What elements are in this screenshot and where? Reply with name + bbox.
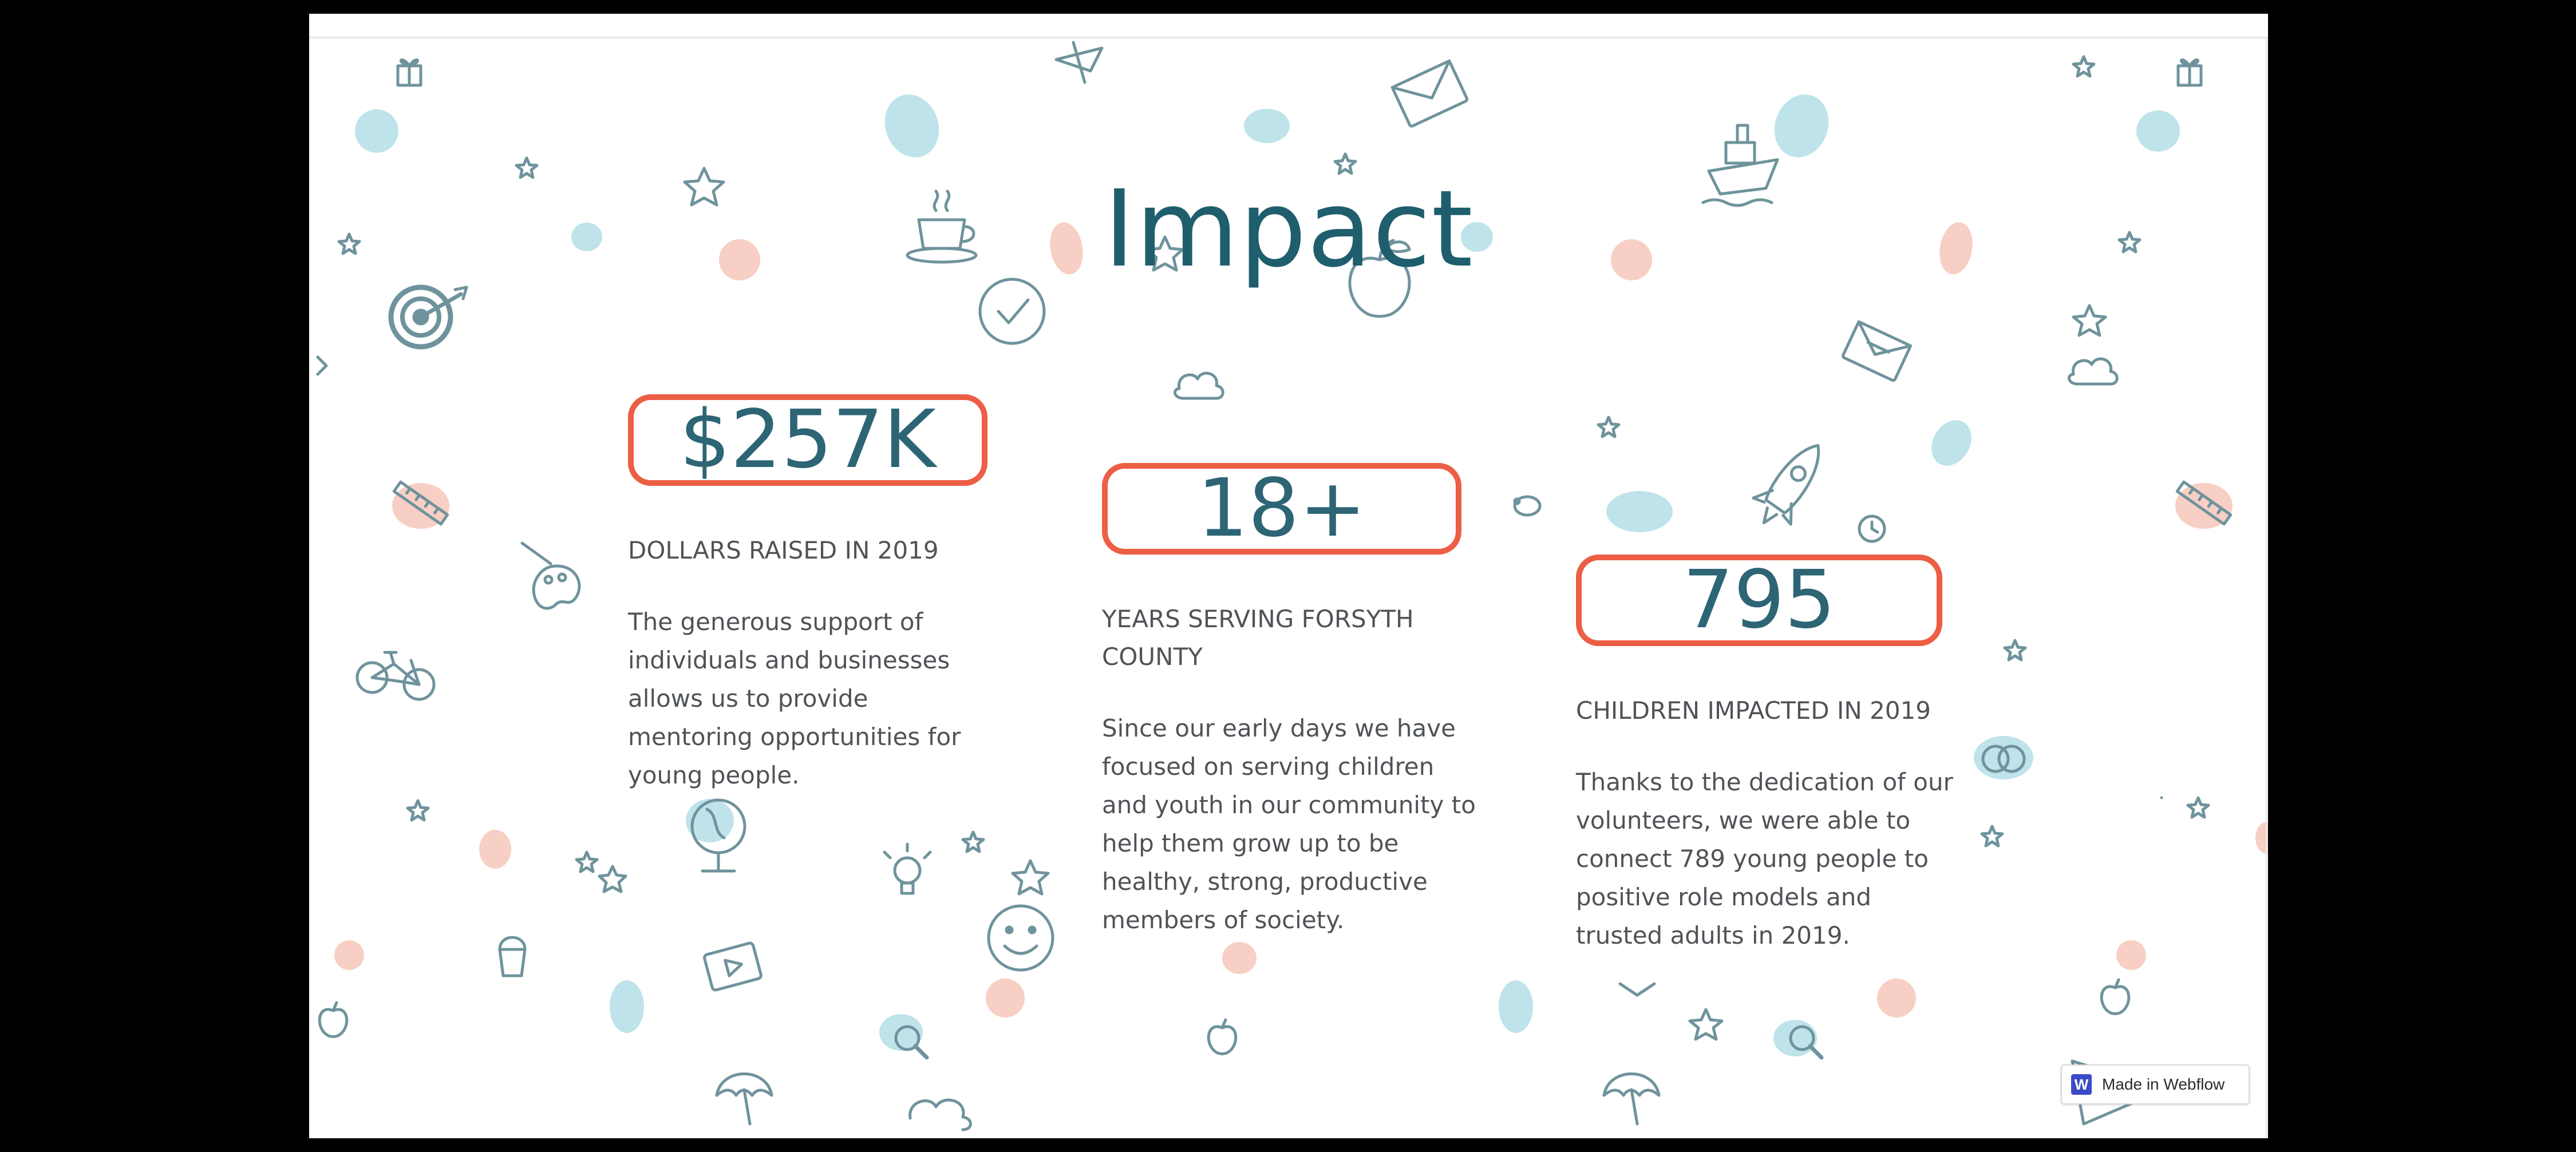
stat-label: CHILDREN IMPACTED IN 2019 [1576, 696, 1931, 725]
stat-description: Thanks to the dedication of our voluntee… [1576, 768, 1953, 949]
stat-label: YEARS SERVING FORSYTH COUNTY [1102, 605, 1414, 671]
badge-label: Made in Webflow [2102, 1075, 2225, 1093]
stat-number-box: 795 [1576, 555, 1942, 646]
made-in-webflow-badge[interactable]: W Made in Webflow [2061, 1064, 2250, 1105]
stat-description: Since our early days we have focused on … [1102, 714, 1476, 934]
page-viewport: Impact $257K DOLLARS RAISED IN 2019 The … [309, 14, 2268, 1138]
section-title: Impact [1104, 167, 1473, 291]
webflow-logo-icon: W [2071, 1074, 2092, 1095]
stat-label: DOLLARS RAISED IN 2019 [628, 536, 939, 564]
stat-description: The generous support of individuals and … [628, 608, 961, 789]
stat-card-children: 795 CHILDREN IMPACTED IN 2019 Thanks to … [1576, 555, 1954, 955]
stat-number: $257K [679, 393, 937, 486]
stat-number: 795 [1682, 553, 1836, 647]
right-divider [2266, 37, 2267, 1138]
decorative-doodle-background [316, 41, 2268, 1131]
stat-card-years: 18+ YEARS SERVING FORSYTH COUNTY Since o… [1102, 463, 1480, 939]
stat-card-dollars: $257K DOLLARS RAISED IN 2019 The generou… [628, 394, 994, 794]
stat-number-box: $257K [628, 394, 987, 486]
stat-number: 18+ [1197, 462, 1366, 555]
stat-number-box: 18+ [1102, 463, 1461, 555]
top-divider [309, 37, 2268, 38]
